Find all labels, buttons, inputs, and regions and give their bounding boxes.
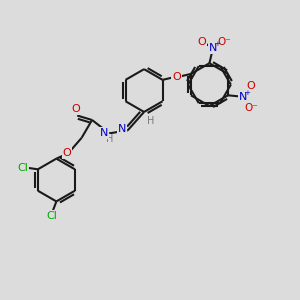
Text: N: N: [100, 128, 108, 138]
Text: O⁻: O⁻: [218, 37, 231, 47]
Text: Cl: Cl: [46, 211, 57, 221]
Text: Cl: Cl: [17, 163, 28, 173]
Text: O: O: [247, 80, 255, 91]
Text: +: +: [214, 41, 220, 47]
Text: O⁻: O⁻: [244, 103, 258, 113]
Text: O: O: [197, 37, 206, 47]
Text: N: N: [209, 43, 217, 53]
Text: +: +: [244, 90, 250, 96]
Text: H: H: [147, 116, 154, 126]
Text: N: N: [118, 124, 127, 134]
Text: O: O: [71, 104, 80, 114]
Text: O: O: [172, 72, 181, 82]
Text: N: N: [239, 92, 248, 102]
Text: H: H: [106, 134, 114, 144]
Text: O: O: [62, 148, 71, 158]
